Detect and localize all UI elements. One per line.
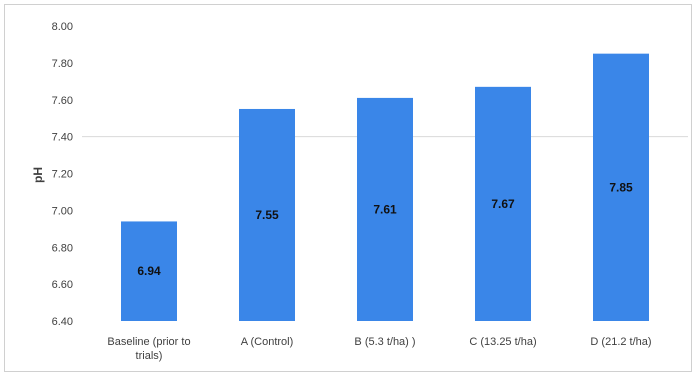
data-labels: 6.94 7.55 7.61 7.67 7.85 [137, 180, 633, 278]
bar [475, 86, 531, 321]
x-category-label: C (13.25 t/ha) [469, 336, 536, 348]
x-category-label: trials) [136, 350, 163, 362]
y-tick-label: 6.40 [52, 316, 73, 328]
category-labels: Baseline (prior to trials) A (Control) B (5… [107, 336, 651, 362]
data-label: 7.85 [609, 180, 633, 194]
data-label: 6.94 [137, 264, 161, 278]
data-label: 7.55 [255, 208, 279, 222]
y-tick-label: 7.20 [52, 169, 73, 181]
x-category-label: A (Control) [241, 336, 294, 348]
y-tick-label: 7.40 [52, 132, 73, 144]
data-label: 7.67 [491, 197, 515, 211]
y-tick-label: 7.60 [52, 95, 73, 107]
data-label: 7.61 [373, 202, 397, 216]
y-tick-labels: 6.40 6.60 6.80 7.00 7.20 7.40 7.60 7.80 8.00 [52, 21, 73, 328]
bar [121, 221, 177, 321]
x-category-label: Baseline (prior to [107, 336, 190, 348]
y-tick-label: 6.80 [52, 242, 73, 254]
y-tick-label: 6.60 [52, 279, 73, 291]
x-category-label: B (5.3 t/ha) ) [354, 336, 415, 348]
bar [357, 97, 413, 321]
y-tick-label: 7.80 [52, 58, 73, 70]
bars [121, 53, 649, 321]
y-axis-label: pH [31, 167, 45, 183]
y-tick-label: 8.00 [52, 21, 73, 33]
y-tick-label: 7.00 [52, 205, 73, 217]
bar [593, 53, 649, 321]
x-category-label: D (21.2 t/ha) [590, 336, 651, 348]
chart-frame [4, 4, 692, 372]
bar [239, 108, 295, 321]
